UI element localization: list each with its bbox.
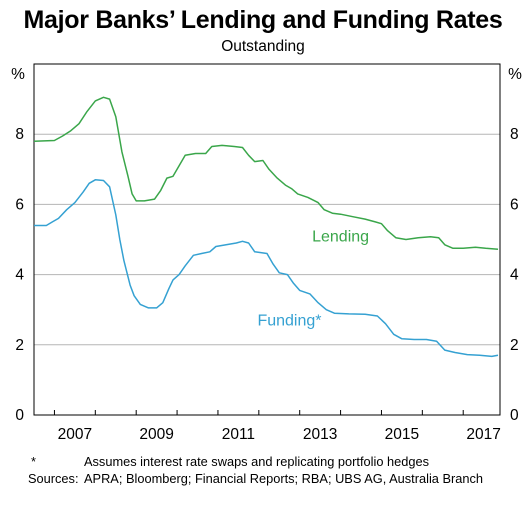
x-ticks bbox=[53, 410, 464, 415]
y-tick-left-0: 0 bbox=[15, 407, 24, 424]
footnote-key: * bbox=[31, 454, 36, 469]
series-label-funding: Funding* bbox=[257, 312, 321, 329]
footnote-text: Assumes interest rate swaps and replicat… bbox=[84, 454, 429, 469]
y-tick-right-2: 2 bbox=[510, 337, 519, 354]
x-tick-label-2017: 2017 bbox=[466, 426, 500, 443]
line-chart: 0 0 2 2 4 4 6 6 8 8 2007 2009 2011 2013 2015 2017 % % L… bbox=[11, 63, 522, 443]
y-unit-right: % bbox=[508, 66, 522, 83]
y-tick-left-2: 2 bbox=[15, 337, 24, 354]
sources-row: Sources: APRA; Bloomberg; Financial Repo… bbox=[28, 470, 508, 487]
x-tick-label-2009: 2009 bbox=[139, 426, 173, 443]
footnotes: * Assumes interest rate swaps and replic… bbox=[28, 453, 508, 487]
plot-frame bbox=[33, 63, 501, 416]
y-tick-right-6: 6 bbox=[510, 196, 519, 213]
x-tick-label-2013: 2013 bbox=[303, 426, 337, 443]
series-label-lending: Lending bbox=[312, 228, 369, 245]
y-unit-left: % bbox=[11, 66, 25, 83]
y-tick-right-4: 4 bbox=[510, 267, 519, 284]
gridlines bbox=[34, 133, 500, 346]
sources-key: Sources: bbox=[28, 471, 79, 486]
chart-title: Major Banks’ Lending and Funding Rates bbox=[23, 6, 503, 34]
series-line-1 bbox=[34, 179, 499, 358]
footnote-row: * Assumes interest rate swaps and replic… bbox=[28, 453, 508, 470]
sources-text: APRA; Bloomberg; Financial Reports; RBA;… bbox=[84, 471, 484, 486]
chart-subtitle: Outstanding bbox=[221, 38, 305, 55]
y-tick-left-4: 4 bbox=[15, 267, 24, 284]
y-tick-left-6: 6 bbox=[15, 196, 24, 213]
x-tick-label-2011: 2011 bbox=[222, 426, 255, 443]
series-lines bbox=[33, 96, 499, 358]
tick-labels: 0 0 2 2 4 4 6 6 8 8 2007 2009 2011 2013 2015 2017 bbox=[15, 126, 519, 443]
x-tick-label-2015: 2015 bbox=[385, 426, 419, 443]
y-tick-left-8: 8 bbox=[15, 126, 24, 143]
y-tick-right-8: 8 bbox=[510, 126, 519, 143]
series-line-0 bbox=[33, 96, 499, 251]
y-tick-right-0: 0 bbox=[510, 407, 519, 424]
x-tick-label-2007: 2007 bbox=[58, 426, 92, 443]
